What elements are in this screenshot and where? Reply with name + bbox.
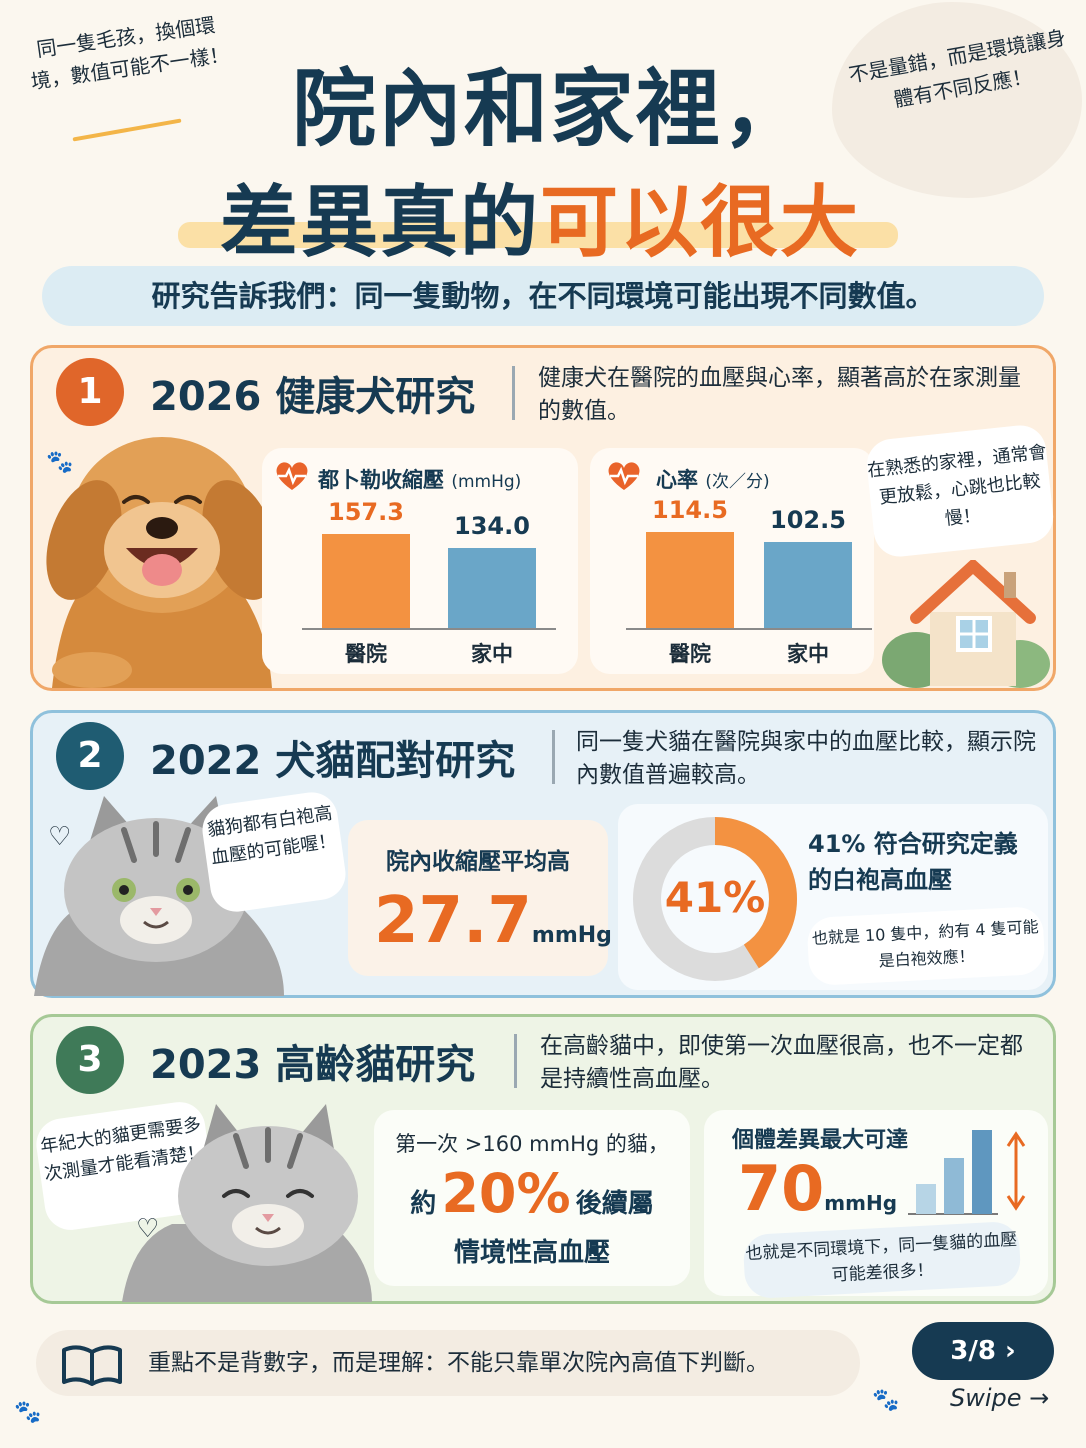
section1-title: 2026 健康犬研究 <box>150 374 476 420</box>
difference-label: 個體差異最大可達 <box>732 1128 909 1153</box>
section-divider <box>512 366 515 420</box>
section-divider <box>514 1034 517 1088</box>
footer-takeaway: 重點不是背數字，而是理解：不能只靠單次院內高值下判斷。 <box>36 1330 860 1396</box>
paw-icon: 🐾 <box>14 1400 42 1425</box>
section-divider <box>552 730 555 784</box>
section1-desc: 健康犬在醫院的血壓與心率，顯著高於在家測量的數值。 <box>538 365 1021 424</box>
avg-unit: mmHg <box>531 923 612 948</box>
bar-value-label: 102.5 <box>770 506 846 535</box>
heart-outline-icon: ♡ <box>48 822 72 852</box>
paw-icon: 🐾 <box>872 1388 900 1413</box>
situational-percent: 20% <box>441 1162 571 1225</box>
situational-label: 情境性高血壓 <box>453 1238 610 1268</box>
title-highlight <box>178 222 898 248</box>
x-axis-line <box>626 628 872 630</box>
bar-醫院 <box>646 532 734 628</box>
donut-label: 41% <box>665 873 766 922</box>
chart1-unit: (mmHg) <box>451 472 522 492</box>
donut-text: 41% 符合研究定義的白袍高血壓 <box>808 830 1018 894</box>
difference-unit: mmHg <box>824 1191 898 1215</box>
header-note-left: 同一隻毛孩，換個環境，數值可能不一樣！ <box>29 12 231 94</box>
difference-value: 70 <box>738 1152 825 1225</box>
donut-bubble: 也就是 10 隻中，約有 4 隻可能是白袍效應！ <box>806 905 1046 987</box>
heart-pulse-icon <box>608 462 640 490</box>
section1-bubble: 在熟悉的家裡，通常會更放鬆，心跳也比較慢！ <box>864 422 1056 560</box>
donut-arc <box>633 817 797 981</box>
bar-醫院 <box>322 534 410 628</box>
avg-value: 27.7 <box>374 884 532 958</box>
section-number-2: 2 <box>56 722 124 790</box>
section2-cat-bubble: 貓狗都有白袍高血壓的可能喔！ <box>199 789 349 915</box>
donut-chart: 41% <box>633 817 797 981</box>
avg-card <box>348 820 608 976</box>
chart2-unit: (次／分) <box>705 472 770 492</box>
bar-value-label: 114.5 <box>652 496 728 525</box>
page-title-line2: 差異真的可以很大 <box>180 160 900 272</box>
tabby-cat-illustration <box>34 796 284 996</box>
chart2-title-text: 心率 <box>656 468 698 492</box>
title-part-b: 可以很大 <box>540 178 861 268</box>
book-icon <box>62 1345 122 1386</box>
bar-chart-icon <box>908 1130 1026 1215</box>
page-title-line1: 院內和家裡， <box>291 60 808 158</box>
situational-first-line: 第一次 >160 mmHg 的貓， <box>395 1132 669 1156</box>
underline-decoration <box>72 118 182 142</box>
chart2-plot: 114.5 醫院 102.5 家中 <box>590 448 874 674</box>
swipe-hint[interactable]: Swipe → <box>950 1384 1050 1412</box>
bar-家中 <box>764 542 852 628</box>
chart1-title: 都卜勒收縮壓 (mmHg) <box>318 464 521 494</box>
section3-title: 2023 高齡貓研究 <box>150 1042 476 1088</box>
category-label: 家中 <box>471 642 513 666</box>
category-label: 醫院 <box>669 642 711 666</box>
section-number-1: 1 <box>56 358 124 426</box>
situational-percent-line: 約 20% 後續屬 <box>374 1162 690 1225</box>
bar-家中 <box>448 548 536 628</box>
category-label: 醫院 <box>345 642 387 666</box>
chevron-right-icon: › <box>1005 1336 1016 1366</box>
difference-value-group: 70mmHg <box>738 1152 897 1225</box>
heart-pulse-icon <box>276 462 308 490</box>
bar-value-label: 157.3 <box>328 498 404 527</box>
title-part-a: 差異真的 <box>219 178 540 268</box>
after-text: 後續屬 <box>575 1189 654 1219</box>
cloud-background <box>832 2 1082 198</box>
situational-card <box>374 1110 690 1286</box>
chart2-title: 心率 (次／分) <box>656 464 770 494</box>
section-number-3: 3 <box>56 1026 124 1094</box>
chart1-title-text: 都卜勒收縮壓 <box>318 468 444 492</box>
page-indicator-button[interactable]: 3/8 › <box>912 1322 1054 1380</box>
house-icon <box>882 560 1050 688</box>
section2-title: 2022 犬貓配對研究 <box>150 738 516 784</box>
section3-desc: 在高齡貓中，即使第一次血壓很高，也不一定都是持續性高血壓。 <box>540 1033 1023 1092</box>
avg-value-group: 27.7mmHg <box>374 884 612 958</box>
subtitle-banner: 研究告訴我們：同一隻動物，在不同環境可能出現不同數值。 <box>42 266 1044 326</box>
chart1-plot: 157.3 醫院 134.0 家中 <box>262 448 578 674</box>
section2-desc: 同一隻犬貓在醫院與家中的血壓比較，顯示院內數值普遍較高。 <box>576 729 1036 788</box>
senior-cat-illustration <box>122 1104 372 1302</box>
about-text: 約 <box>410 1189 437 1219</box>
paw-icon: 🐾 <box>46 450 74 475</box>
page-number: 3/8 <box>950 1336 996 1366</box>
category-label: 家中 <box>787 642 829 666</box>
golden-retriever-illustration <box>46 437 272 688</box>
x-axis-line <box>302 628 556 630</box>
avg-label: 院內收縮壓平均高 <box>386 849 570 875</box>
bar-value-label: 134.0 <box>454 512 530 541</box>
